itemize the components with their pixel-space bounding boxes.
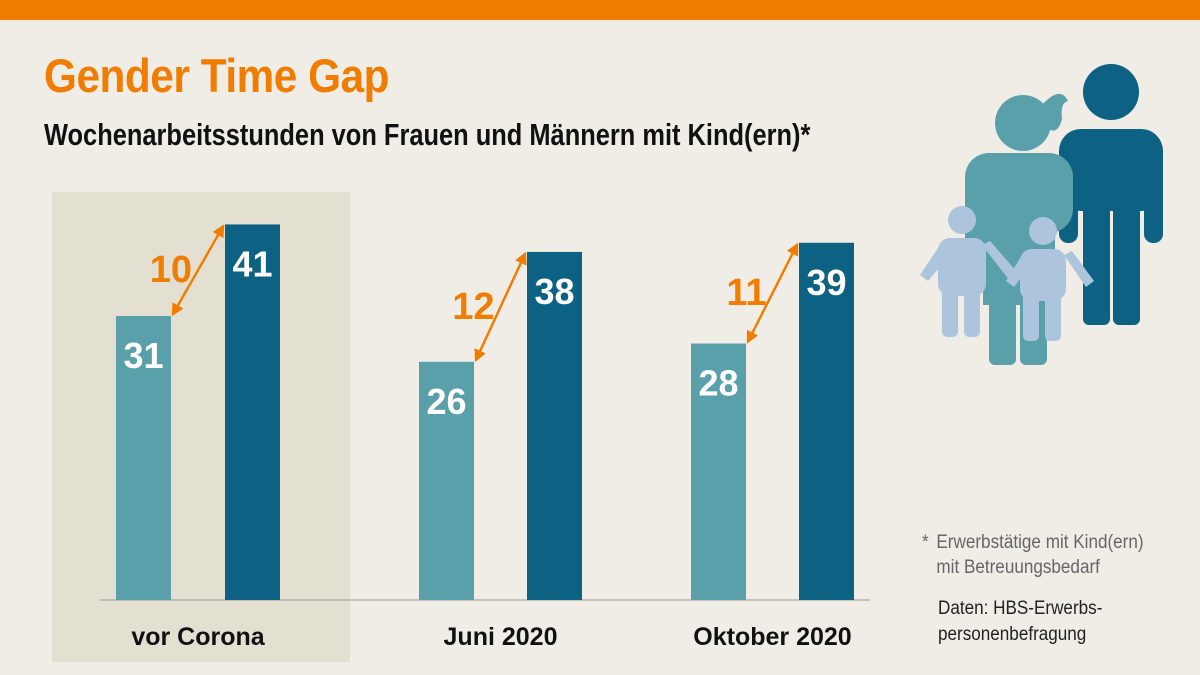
gap-arrow [746,242,799,344]
gap-arrow [171,224,225,317]
top-accent-bar [0,0,1200,20]
gap-label: 10 [150,249,192,291]
chart-subtitle: Wochenarbeitsstunden von Frauen und Männ… [44,117,811,152]
data-label-men: 39 [806,262,846,303]
data-label-men: 38 [534,271,574,312]
source-note: Daten: HBS-Erwerbs- personenbefragung [938,596,1103,648]
family-icon [920,64,1163,365]
footnote-marker: * [922,532,929,553]
gap-label: 11 [726,272,766,314]
gap-label: 12 [452,286,494,328]
bar-women [419,361,474,600]
category-label: Juni 2020 [444,623,558,651]
footnote-line-1: Erwerbstätige mit Kind(ern) [936,532,1144,553]
bar-men [799,242,854,600]
bar-women [691,343,746,600]
category-label: vor Corona [131,623,265,651]
children-figure-icon [920,206,1094,341]
gap-arrow [474,251,527,363]
data-label-women: 31 [123,335,163,376]
data-label-women: 28 [698,363,738,404]
footnote: * Erwerbstätige mit Kind(ern) mit Betreuu… [922,530,1144,580]
source-line-2: personenbefragung [938,624,1087,645]
chart-title: Gender Time Gap [44,49,390,102]
source-line-1: Daten: HBS-Erwerbs- [938,598,1103,619]
man-figure-icon [1059,64,1163,325]
data-label-men: 41 [232,243,272,284]
category-label: Oktober 2020 [693,623,851,651]
bar-men [527,251,582,601]
bar-women [116,316,171,600]
bar-men [225,224,280,600]
data-label-women: 26 [426,381,466,422]
footnote-line-2: mit Betreuungsbedarf [936,557,1100,578]
